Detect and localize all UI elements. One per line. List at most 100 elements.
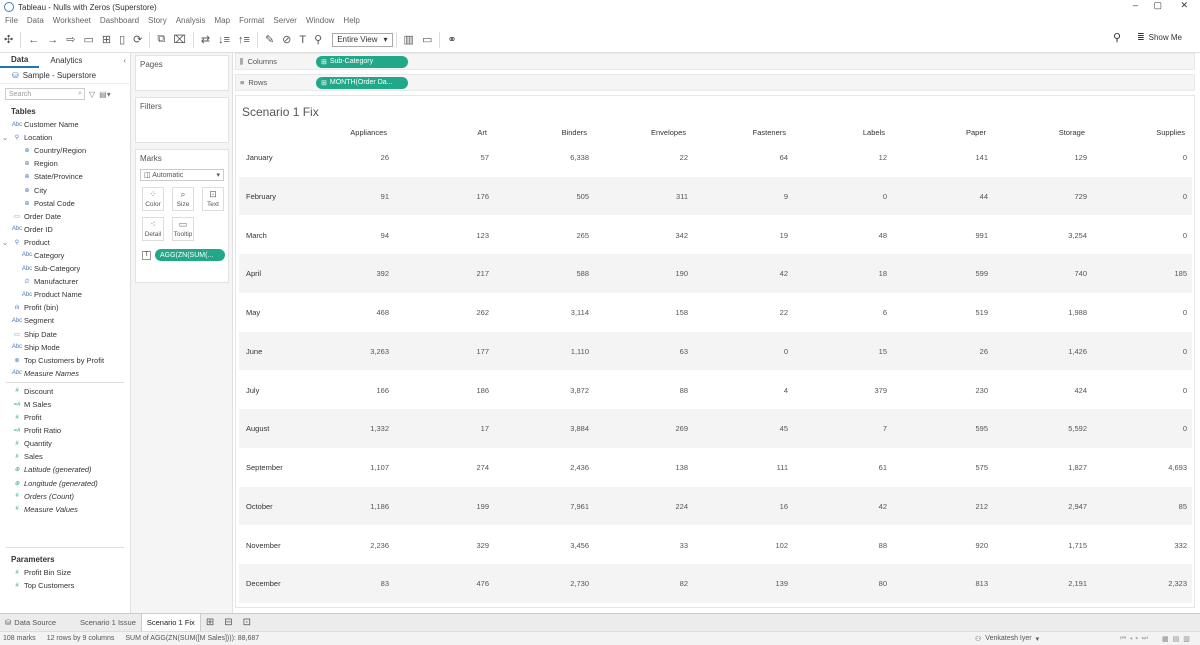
table-cell[interactable]: 18 (878, 269, 887, 279)
table-cell[interactable]: 94 (380, 230, 389, 240)
field-item[interactable]: ▭ Order Date (0, 210, 130, 223)
table-cell[interactable]: 88 (679, 385, 688, 395)
table-cell[interactable]: 0 (1182, 230, 1187, 240)
share-icon[interactable]: ⚭ (447, 34, 457, 46)
table-cell[interactable]: 424 (1074, 385, 1087, 395)
table-cell[interactable]: 230 (975, 385, 988, 395)
table-cell[interactable]: 138 (675, 463, 688, 472)
new-story-icon[interactable]: ⊡ (242, 617, 251, 628)
field-item[interactable]: ⌄ ⚲ Location (0, 131, 130, 144)
table-cell[interactable]: 4 (783, 385, 788, 395)
table-cell[interactable]: 212 (975, 501, 988, 511)
table-cell[interactable]: 63 (679, 346, 688, 356)
table-cell[interactable]: 519 (975, 308, 988, 317)
row-header[interactable]: August (246, 424, 270, 434)
table-cell[interactable]: 262 (476, 308, 489, 317)
table-cell[interactable]: 3,254 (1068, 230, 1087, 240)
new-worksheet-icon[interactable]: ▯ (119, 34, 126, 46)
parameter-item[interactable]: # Top Customers (0, 579, 130, 592)
field-item[interactable]: ∅ Manufacturer (0, 275, 130, 288)
fix-axes-icon[interactable]: ⚲ (314, 34, 323, 46)
table-cell[interactable]: 392 (376, 269, 389, 279)
table-cell[interactable]: 2,947 (1068, 501, 1087, 511)
field-item[interactable]: ⊕ Latitude (generated) (0, 463, 130, 476)
menu-item-data[interactable]: Data (26, 16, 44, 25)
size-button[interactable]: ⌕ Size (172, 187, 194, 211)
columns-pill[interactable]: ⊞ Sub-Category (316, 55, 408, 68)
table-cell[interactable]: 83 (380, 579, 389, 589)
columns-shelf[interactable]: ⫼ Columns ⊞ Sub-Category (235, 53, 1195, 70)
table-cell[interactable]: 599 (975, 269, 988, 279)
field-item[interactable]: ⊕ City (0, 183, 130, 196)
table-cell[interactable]: 0 (882, 191, 887, 201)
table-cell[interactable]: 269 (675, 424, 688, 434)
field-item[interactable]: ılı Profit (bin) (0, 301, 130, 314)
field-item[interactable]: # Sales (0, 450, 130, 463)
table-cell[interactable]: 176 (476, 191, 489, 201)
row-header[interactable]: July (246, 385, 260, 395)
labels-icon[interactable]: T (299, 33, 307, 46)
row-header[interactable]: April (246, 269, 262, 279)
table-cell[interactable]: 217 (476, 269, 489, 279)
menu-item-window[interactable]: Window (305, 16, 335, 25)
table-cell[interactable]: 1,715 (1068, 540, 1087, 550)
close-button[interactable]: ✕ (1180, 0, 1188, 10)
table-cell[interactable]: 740 (1074, 269, 1087, 279)
table-cell[interactable]: 64 (779, 153, 788, 162)
new-worksheet-icon[interactable]: ⊞ (205, 617, 215, 628)
datasource-item[interactable]: ⛁ Sample - Superstore (0, 68, 130, 84)
field-item[interactable]: # Orders (Count) (0, 490, 130, 503)
table-cell[interactable]: 3,263 (370, 346, 389, 356)
menu-item-analysis[interactable]: Analysis (175, 16, 206, 25)
row-header[interactable]: June (246, 346, 263, 356)
table-cell[interactable]: 311 (676, 191, 688, 201)
row-header[interactable]: February (246, 191, 277, 201)
table-cell[interactable]: 45 (779, 424, 788, 434)
row-header[interactable]: March (246, 230, 267, 240)
table-cell[interactable]: 3,872 (570, 385, 589, 395)
table-cell[interactable]: 61 (878, 463, 887, 472)
sort-ascending-icon[interactable]: ↓≡ (218, 33, 231, 46)
filters-card[interactable]: Filters (135, 97, 229, 143)
table-cell[interactable]: 3,884 (570, 424, 589, 434)
table-cell[interactable]: 588 (576, 269, 589, 279)
table-cell[interactable]: 332 (1174, 540, 1187, 550)
table-cell[interactable]: 199 (476, 501, 489, 511)
table-cell[interactable]: 111 (776, 463, 788, 472)
marks-pill[interactable]: AGG(ZN(SUM(... (155, 249, 225, 261)
menu-item-format[interactable]: Format (239, 16, 265, 25)
column-header[interactable]: Paper (965, 128, 986, 137)
column-header[interactable]: Fasteners (752, 128, 786, 137)
undo-icon[interactable]: ← (28, 33, 40, 46)
table-cell[interactable]: 185 (1174, 269, 1187, 279)
row-header[interactable]: May (246, 308, 261, 317)
table-cell[interactable]: 42 (878, 501, 887, 511)
user-menu[interactable]: ⚇ Venkatesh Iyer ▾ (975, 635, 1039, 643)
field-item[interactable]: =# M Sales (0, 398, 130, 411)
menu-item-server[interactable]: Server (273, 16, 297, 25)
field-item[interactable]: ⊕ Country/Region (0, 144, 130, 157)
table-cell[interactable]: 1,107 (370, 463, 389, 472)
sheet-sorter-icon[interactable]: ▦ (1162, 635, 1173, 643)
filmstrip-icon[interactable]: ▤ (1172, 635, 1184, 643)
table-cell[interactable]: 123 (476, 230, 489, 240)
table-cell[interactable]: 505 (576, 191, 589, 201)
save-icon[interactable]: ▭ (83, 34, 94, 46)
column-header[interactable]: Appliances (350, 128, 387, 137)
refresh-icon[interactable]: ⟳ (133, 34, 143, 46)
table-cell[interactable]: 3,456 (570, 540, 589, 550)
table-cell[interactable]: 82 (679, 579, 688, 589)
new-dashboard-icon[interactable]: ⊟ (224, 617, 233, 628)
table-cell[interactable]: 139 (775, 579, 788, 589)
field-item[interactable]: ⌄ ⚲ Product (0, 236, 130, 249)
field-item[interactable]: Abc Order ID (0, 223, 130, 236)
table-cell[interactable]: 265 (576, 230, 589, 240)
presentation-mode-icon[interactable]: ▭ (421, 34, 433, 46)
menu-item-dashboard[interactable]: Dashboard (99, 16, 140, 25)
column-header[interactable]: Supplies (1156, 128, 1185, 137)
table-cell[interactable]: 141 (975, 153, 988, 162)
table-cell[interactable]: 129 (1074, 153, 1087, 162)
field-item[interactable]: # Quantity (0, 437, 130, 450)
table-cell[interactable]: 0 (1182, 346, 1187, 356)
table-cell[interactable]: 6,338 (570, 153, 589, 162)
